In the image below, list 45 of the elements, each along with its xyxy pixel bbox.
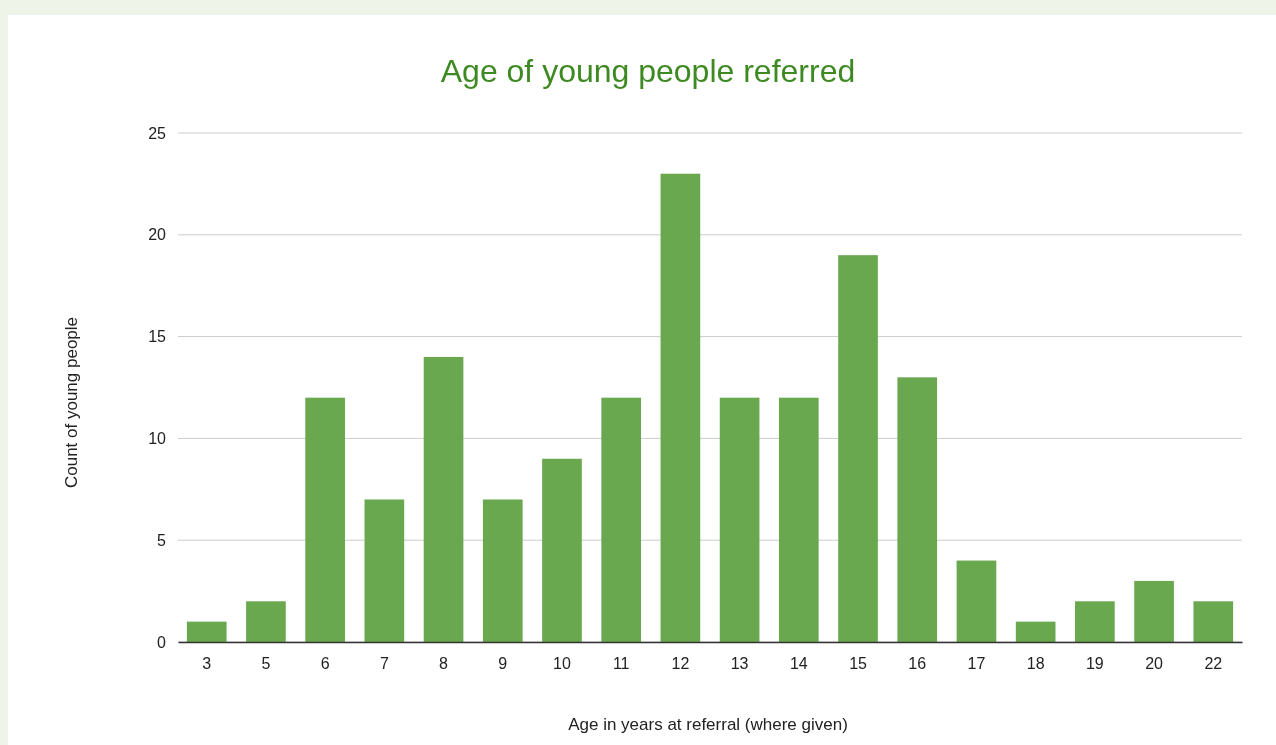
bar [542,458,582,642]
bar [956,560,997,642]
x-tick-label: 5 [261,655,271,673]
x-tick-label: 14 [789,655,808,673]
x-tick-label: 15 [849,655,868,673]
x-tick-label: 12 [671,655,690,673]
bar [1134,580,1174,642]
y-tick-label: 10 [148,430,167,448]
bar [482,499,523,642]
x-tick-label: 6 [320,655,330,673]
y-tick-label: 0 [157,633,167,651]
x-tick-label: 8 [439,655,449,673]
chart-title: Age of young people referred [440,53,856,89]
x-tick-label: 17 [967,655,986,673]
bar [838,255,878,642]
bar [423,356,464,642]
x-tick-label: 10 [553,655,571,673]
bar [246,601,286,642]
bar [186,621,227,642]
x-tick-label: 20 [1145,655,1164,673]
x-tick-label: 9 [498,655,508,673]
y-axis-title: Count of young people [62,316,81,489]
bar [305,397,345,642]
bar [364,499,405,642]
x-tick-label: 7 [379,655,389,673]
y-tick-label: 25 [148,124,167,142]
bar [1075,601,1115,642]
bar [1015,621,1056,642]
x-tick-label: 11 [612,655,630,673]
x-tick-label: 18 [1026,655,1045,673]
bar [719,397,760,642]
x-tick-label: 19 [1085,655,1104,673]
bar [660,173,701,642]
bar [778,397,819,642]
bar [897,377,938,642]
y-tick-label: 15 [148,328,167,346]
bar [1193,601,1234,642]
x-tick-label: 22 [1204,655,1223,673]
y-tick-label: 5 [157,531,167,549]
x-tick-label: 16 [908,655,927,673]
x-tick-label: 3 [202,655,212,673]
x-tick-label: 13 [730,655,749,673]
bar [601,397,642,642]
x-axis-title: Age in years at referral (where given) [568,715,848,734]
y-tick-label: 20 [148,226,167,244]
